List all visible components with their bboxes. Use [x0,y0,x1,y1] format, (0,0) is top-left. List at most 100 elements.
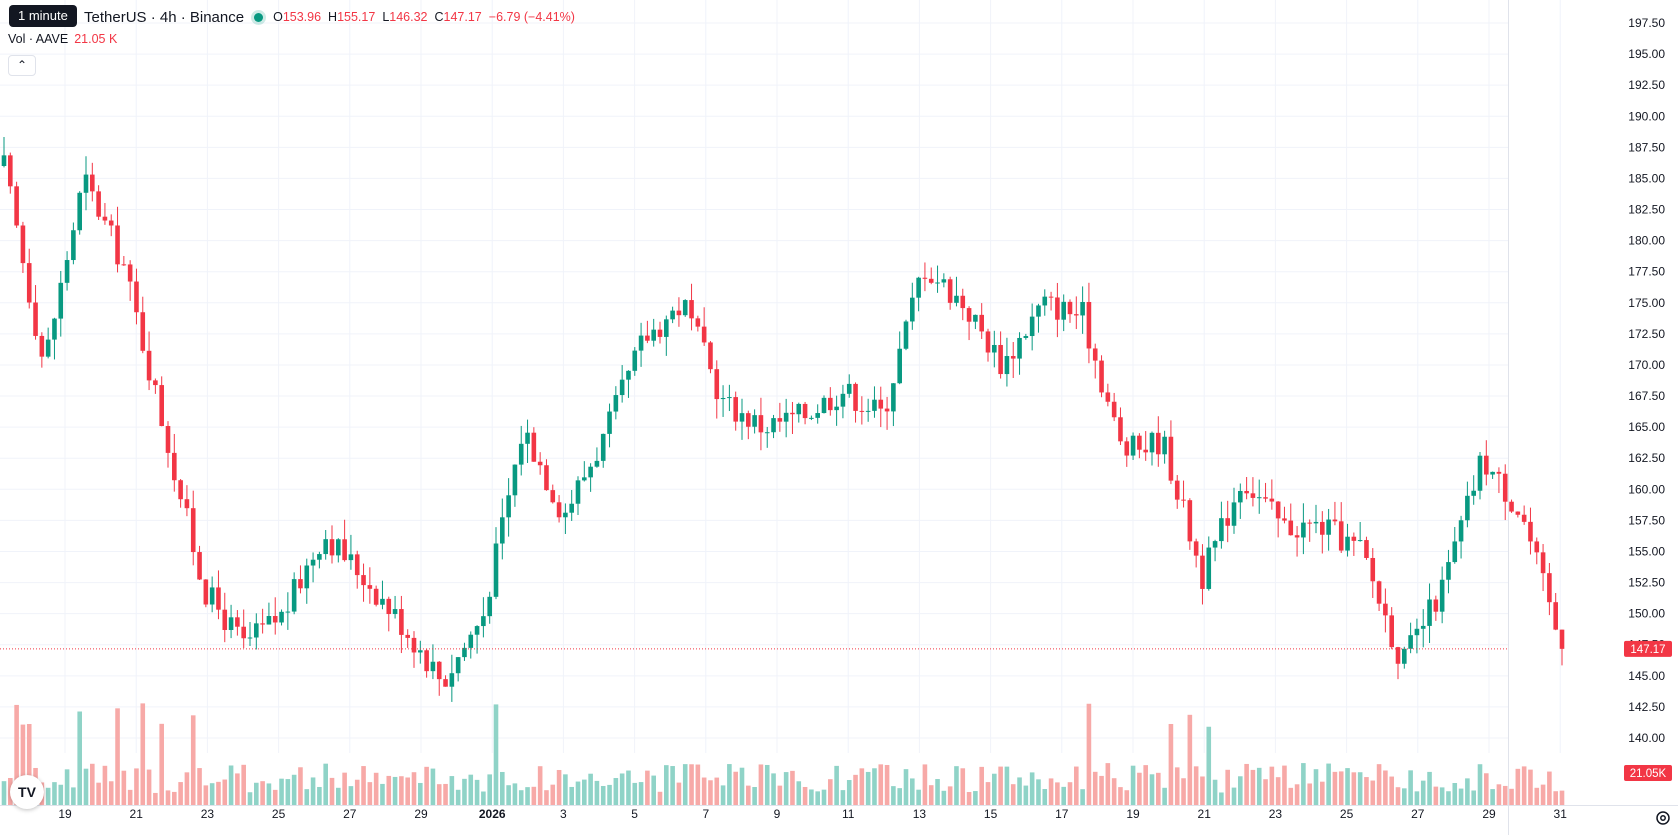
candle-body [1477,455,1483,491]
candle-body [418,650,423,653]
volume-bar [575,781,581,805]
volume-bar [739,767,745,805]
candle-body [386,598,392,615]
candle-body [33,302,38,336]
candle-body [764,432,770,434]
candle-body [1452,541,1458,563]
price-tick-label: 157.50 [1628,513,1665,527]
candle-body [1534,541,1540,553]
close-value: 147.17 [443,10,482,24]
candle-body [588,466,593,478]
volume-bar [563,774,568,805]
volume-bar [796,781,802,805]
candle-body [739,413,745,422]
volume-bar [197,768,202,805]
candle-body [910,297,915,322]
volume-bar [922,764,928,805]
candle-body [1471,490,1476,496]
low-value: 146.32 [389,10,428,24]
candle-body [1332,519,1338,522]
candle-body [462,647,467,658]
volume-bar [682,764,688,805]
time-axis[interactable]: 19 21 23 25 27 29 2026 3 5 7 9 11 13 15 17 19 21 23 25 27 29… [58,807,1567,821]
volume-bar [1118,787,1123,805]
volume-bar [910,778,915,805]
price-tick-label: 197.50 [1628,16,1665,30]
volume-bar [102,765,108,805]
volume-legend[interactable]: Vol · AAVE 21.05 K [8,32,117,46]
candle-body [853,383,858,411]
candle-body [594,460,600,467]
volume-bar [411,772,417,805]
volume-bar [361,766,366,805]
candle-body [1345,536,1350,551]
volume-bar [783,772,789,805]
volume-bar [1496,784,1502,805]
candle-body [474,626,480,635]
candle-body [752,415,757,427]
volume-bar [645,770,650,805]
volume-bar [1023,785,1029,805]
candle-body [39,335,45,357]
candle-body [1433,599,1439,612]
volume-bar [1515,768,1521,805]
volume-bar [291,774,297,805]
volume-bar [758,764,764,805]
volume-bar [1231,787,1237,805]
volume-bar [298,767,303,805]
volume-bar [626,770,631,805]
candle-body [651,329,656,341]
candle-body [146,350,152,381]
symbol-title[interactable]: TetherUS · 4h · Binance [84,8,245,26]
volume-bar [550,784,556,805]
tradingview-logo[interactable]: TV [10,775,44,809]
volume-bar [184,772,190,805]
candle-body [506,495,511,518]
volume-bar [556,769,562,805]
candle-body [1193,541,1199,556]
candle-body [771,418,776,433]
volume-value: 21.05 K [74,32,118,46]
volume-bar [809,789,814,805]
candle-body [405,634,410,638]
last-price-badge [1624,640,1672,657]
price-tick-label: 167.50 [1628,389,1665,403]
candle-body [1124,441,1130,456]
candle-body [190,508,196,553]
volume-bar [1168,723,1174,805]
volume-bar [916,789,921,805]
candle-body [582,477,587,481]
candle-body [430,661,436,672]
volume-bar [329,777,335,805]
candle-body [108,220,114,226]
volume-bar [1174,767,1180,805]
collapse-legend-button[interactable]: ⌃ [8,55,36,76]
volume-bar [64,769,70,805]
candle-body [285,611,291,613]
candle-body [1074,314,1079,316]
time-tick-label: 3 [560,807,567,821]
volume-bar [1294,784,1300,805]
time-tick-label: 25 [1340,807,1354,821]
candle-body [1174,480,1180,500]
volume-bar [266,783,272,805]
candle-body [20,225,26,264]
candle-body [1029,316,1035,337]
candle-body [796,403,802,415]
time-tick-label: 29 [414,807,428,821]
candle-body [985,331,991,353]
candle-body [228,617,234,630]
volume-bar [115,708,120,805]
volume-bar [720,785,726,805]
volume-bar [1420,780,1426,805]
candle-body [1370,557,1376,582]
candle-body [1395,647,1401,664]
logo-text: TV [18,784,36,800]
volume-bar [727,764,732,805]
volume-bar [506,785,511,805]
market-status-icon [254,12,264,22]
volume-bar [1061,786,1066,805]
gear-icon[interactable] [1654,809,1672,827]
